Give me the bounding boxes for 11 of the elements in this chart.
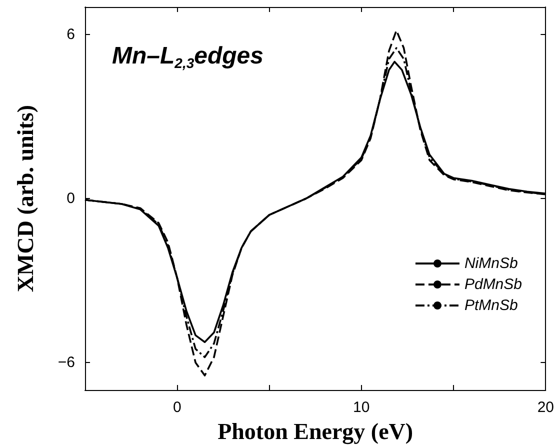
legend-label: PdMnSb [464,276,522,293]
legend-label: PtMnSb [464,297,518,314]
x-axis-title: Photon Energy (eV) [218,419,414,445]
y-axis-title: XMCD (arb. units) [13,104,38,292]
x-tick-label: 20 [537,399,554,416]
x-tick-label: 10 [353,399,370,416]
y-tick-label: 0 [66,190,75,207]
y-tick-label: 6 [66,26,75,43]
x-tick-label: 0 [172,399,182,416]
y-tick-label: −6 [58,354,75,372]
legend-label: NiMnSb [464,255,518,272]
